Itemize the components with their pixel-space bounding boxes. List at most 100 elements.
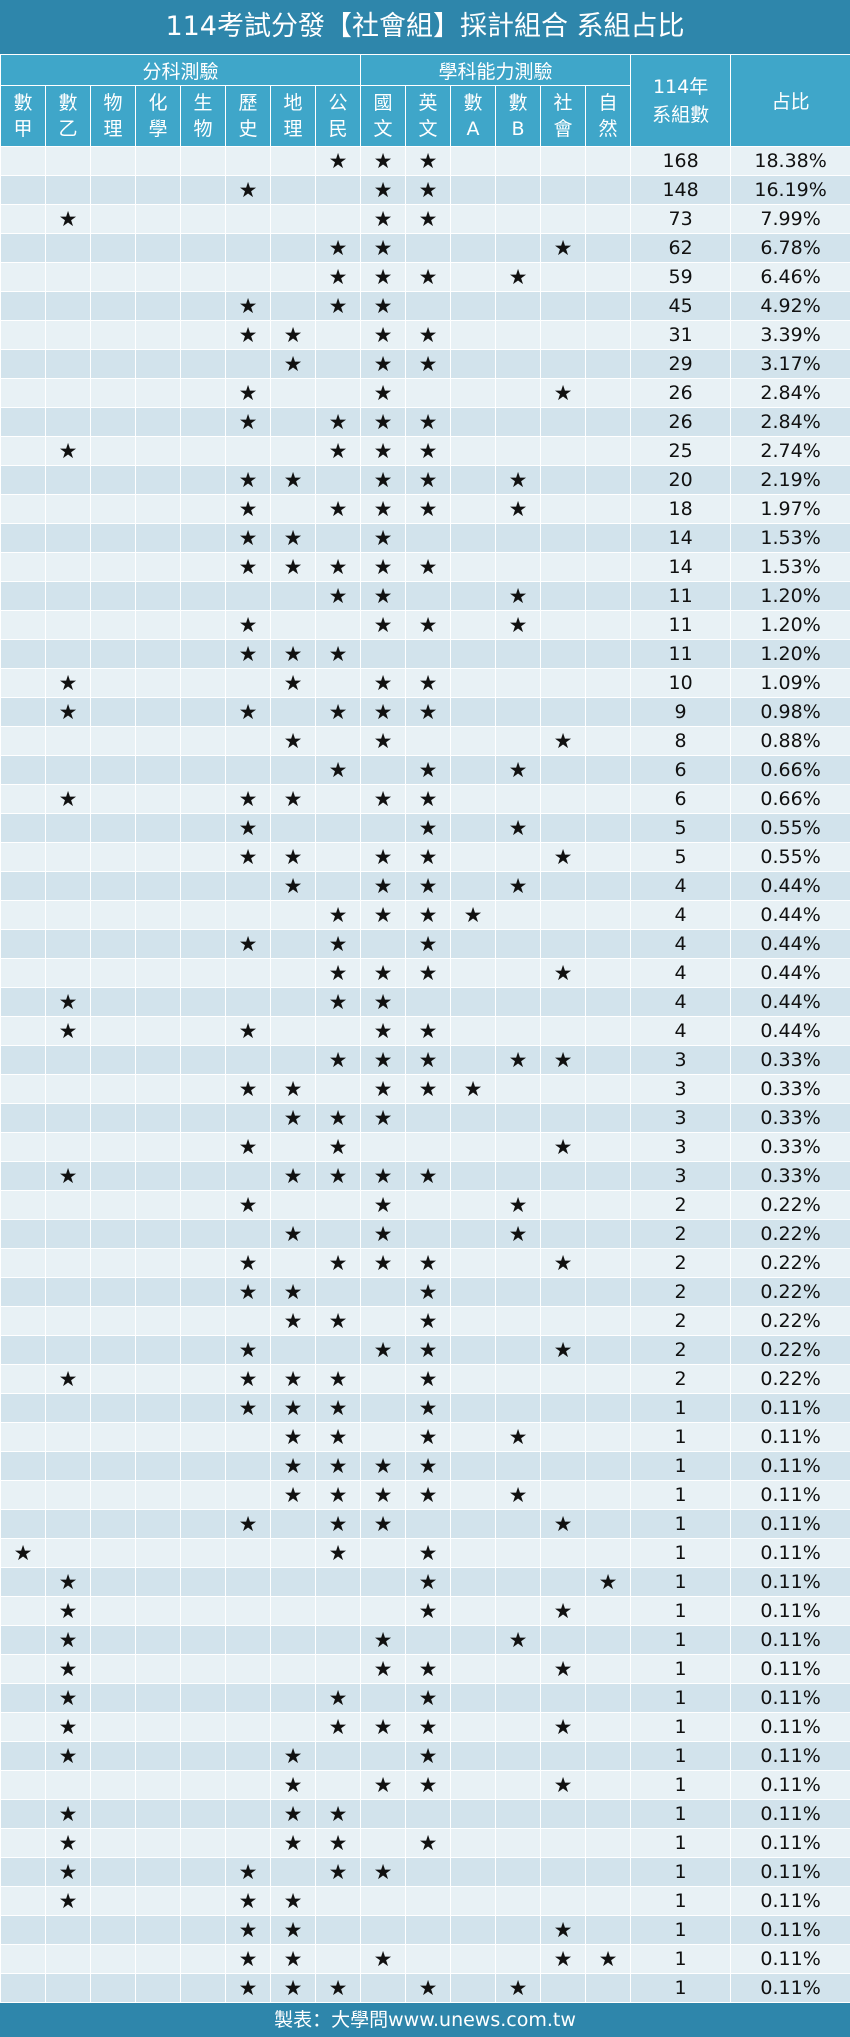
empty-cell xyxy=(135,1335,181,1365)
empty-cell xyxy=(495,1770,542,1800)
count-cell: 4 xyxy=(630,900,732,930)
empty-cell xyxy=(45,871,91,901)
star-cell: ★ xyxy=(360,552,407,582)
empty-cell xyxy=(225,1219,271,1249)
empty-cell xyxy=(90,1509,136,1539)
empty-cell xyxy=(495,900,542,930)
empty-cell xyxy=(90,1219,136,1249)
empty-cell xyxy=(405,987,452,1017)
group-header-row: 分科測驗 學科能力測驗 114年 系組數 占比 xyxy=(0,54,850,147)
empty-cell xyxy=(450,1596,497,1626)
star-cell: ★ xyxy=(45,1567,91,1597)
empty-cell xyxy=(135,1683,181,1713)
group-header: 學科能力測驗 xyxy=(360,54,632,86)
empty-cell xyxy=(450,929,497,959)
star-cell: ★ xyxy=(495,465,542,495)
empty-cell xyxy=(270,1016,316,1046)
empty-cell xyxy=(90,726,136,756)
empty-cell xyxy=(0,1103,46,1133)
empty-cell xyxy=(0,436,46,466)
share-cell: 0.22% xyxy=(730,1277,850,1307)
empty-cell xyxy=(495,1393,542,1423)
star-cell: ★ xyxy=(314,1799,362,1829)
empty-cell xyxy=(135,1190,181,1220)
empty-cell xyxy=(90,581,136,611)
empty-cell xyxy=(360,1973,407,2003)
empty-cell xyxy=(495,668,542,698)
empty-cell xyxy=(585,668,632,698)
empty-cell xyxy=(585,1509,632,1539)
share-cell: 0.11% xyxy=(730,1770,850,1800)
empty-cell xyxy=(135,1248,181,1278)
star-cell: ★ xyxy=(45,697,91,727)
empty-cell xyxy=(135,1480,181,1510)
count-cell: 1 xyxy=(630,1480,732,1510)
empty-cell xyxy=(495,1596,542,1626)
empty-cell xyxy=(135,1219,181,1249)
count-cell: 4 xyxy=(630,1016,732,1046)
empty-cell xyxy=(495,1248,542,1278)
empty-cell xyxy=(540,146,587,176)
empty-cell xyxy=(180,1132,226,1162)
empty-cell xyxy=(495,1857,542,1887)
empty-cell xyxy=(314,1915,362,1945)
empty-cell xyxy=(225,1480,271,1510)
star-cell: ★ xyxy=(314,1538,362,1568)
star-cell: ★ xyxy=(45,1016,91,1046)
empty-cell xyxy=(585,726,632,756)
star-cell: ★ xyxy=(225,465,271,495)
star-cell: ★ xyxy=(270,1973,316,2003)
empty-cell xyxy=(45,233,91,263)
empty-cell xyxy=(450,1973,497,2003)
empty-cell xyxy=(135,1944,181,1974)
empty-cell xyxy=(135,668,181,698)
empty-cell xyxy=(450,987,497,1017)
star-cell: ★ xyxy=(585,1944,632,1974)
empty-cell xyxy=(90,1422,136,1452)
empty-cell xyxy=(90,233,136,263)
star-cell: ★ xyxy=(314,639,362,669)
empty-cell xyxy=(45,465,91,495)
empty-cell xyxy=(495,784,542,814)
empty-cell xyxy=(360,755,407,785)
empty-cell xyxy=(270,146,316,176)
star-cell: ★ xyxy=(405,842,452,872)
empty-cell xyxy=(495,1306,542,1336)
empty-cell xyxy=(135,378,181,408)
empty-cell xyxy=(405,1799,452,1829)
empty-cell xyxy=(450,1451,497,1481)
empty-cell xyxy=(135,784,181,814)
empty-cell xyxy=(360,1799,407,1829)
empty-cell xyxy=(225,1596,271,1626)
star-cell: ★ xyxy=(225,1886,271,1916)
empty-cell xyxy=(314,1886,362,1916)
empty-cell xyxy=(0,1886,46,1916)
empty-cell xyxy=(90,871,136,901)
empty-cell xyxy=(180,581,226,611)
table-row: ★ ★ ★ 1 0.11% xyxy=(0,1683,850,1713)
empty-cell xyxy=(90,1016,136,1046)
empty-cell xyxy=(314,1770,362,1800)
empty-cell xyxy=(450,1335,497,1365)
empty-cell xyxy=(540,262,587,292)
empty-cell xyxy=(180,1422,226,1452)
count-cell: 1 xyxy=(630,1857,732,1887)
empty-cell xyxy=(495,1161,542,1191)
empty-cell xyxy=(135,1074,181,1104)
empty-cell xyxy=(90,813,136,843)
star-cell: ★ xyxy=(360,1712,407,1742)
empty-cell xyxy=(450,552,497,582)
star-cell: ★ xyxy=(405,146,452,176)
empty-cell xyxy=(495,1509,542,1539)
empty-cell xyxy=(45,1422,91,1452)
star-cell: ★ xyxy=(360,1103,407,1133)
star-cell: ★ xyxy=(405,320,452,350)
empty-cell xyxy=(450,1915,497,1945)
empty-cell xyxy=(495,1654,542,1684)
empty-cell xyxy=(45,1277,91,1307)
empty-cell xyxy=(585,1190,632,1220)
column-header: 英文 xyxy=(405,85,452,147)
star-cell: ★ xyxy=(314,929,362,959)
table-row: ★ ★ ★ ★ 11 1.20% xyxy=(0,610,850,640)
star-cell: ★ xyxy=(360,1625,407,1655)
